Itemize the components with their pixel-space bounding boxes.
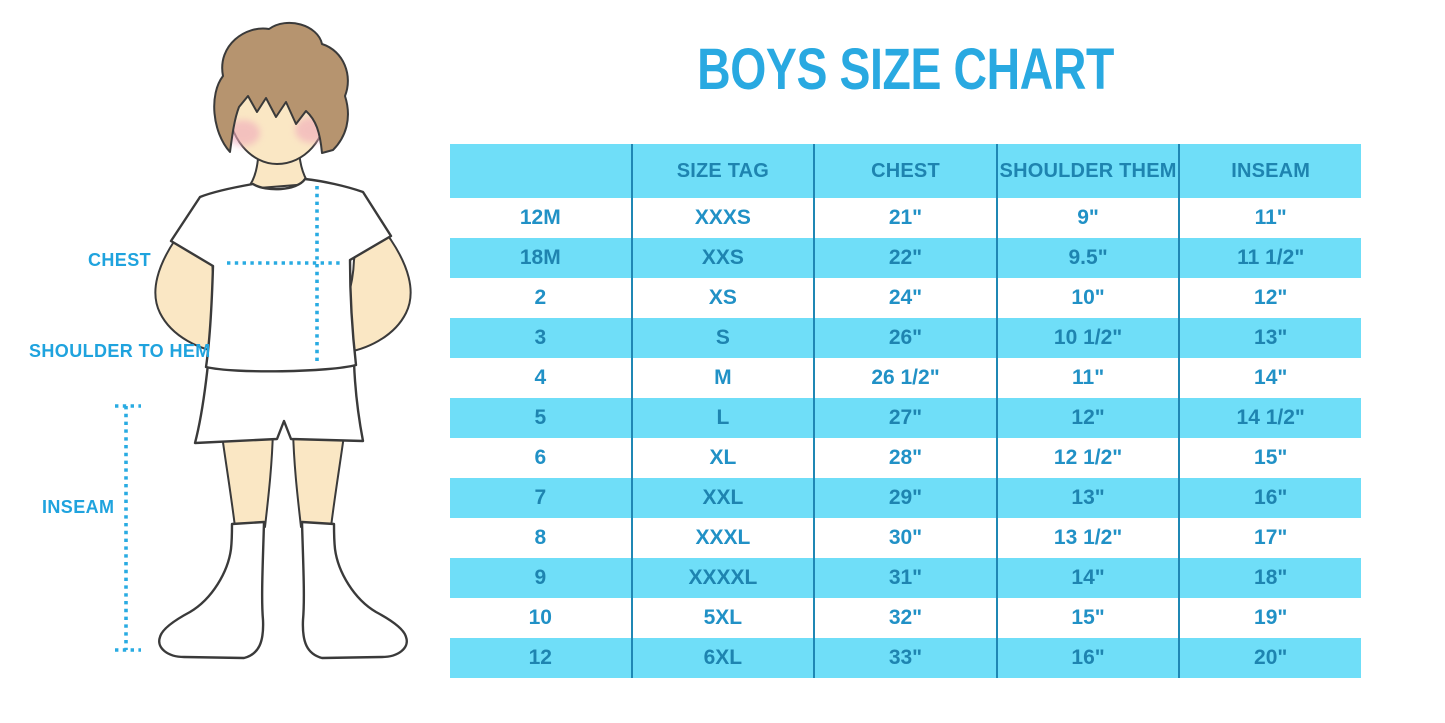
- size-table-cell: 6: [534, 446, 547, 469]
- size-table-cell: 3: [450, 318, 632, 358]
- size-table-row: 4 M 26 1/2" 11" 14": [450, 358, 1361, 398]
- size-table-cell: 32": [813, 598, 997, 638]
- size-table-header-cell: [450, 144, 632, 198]
- size-table-cell: 11": [995, 358, 1180, 398]
- size-table-row: 18M XXS 22" 9.5" 11 1/2": [450, 238, 1361, 278]
- size-table-cell: XXXS: [630, 198, 815, 238]
- size-table-cell: 11 1/2": [1178, 238, 1361, 278]
- size-table-cell: 12M: [519, 206, 561, 229]
- size-table-header-row: SIZE TAG CHEST SHOULDER THEM INSEAM: [450, 144, 1361, 198]
- size-table-cell: 29": [813, 478, 997, 518]
- size-table-row: 7 XXL 29" 13" 16": [450, 478, 1361, 518]
- size-table-cell: 10: [528, 606, 552, 629]
- size-table-body: 12M XXXS 21" 9" 11" 18M XXS 22" 9.5" 11 1/2" 2 XS 24…: [450, 198, 1361, 678]
- size-table-cell: 5: [450, 398, 632, 438]
- size-table-cell: 12 1/2": [995, 438, 1180, 478]
- size-table-cell: S: [630, 318, 815, 358]
- size-table-cell: 18": [1178, 558, 1361, 598]
- size-table-cell: 10 1/2": [995, 318, 1180, 358]
- boy-leg-left: [220, 427, 274, 528]
- size-table-cell: 14": [995, 558, 1180, 598]
- size-table-cell: 9.5": [995, 238, 1180, 278]
- size-table-cell: 19": [1178, 598, 1361, 638]
- size-table-cell: 2: [534, 286, 547, 309]
- size-table-row: 5 L 27" 12" 14 1/2": [450, 398, 1361, 438]
- measurement-lines: [115, 186, 343, 652]
- size-table-cell: 12: [450, 638, 632, 678]
- size-table-row: 3 S 26" 10 1/2" 13": [450, 318, 1361, 358]
- boy-hair: [213, 21, 349, 154]
- size-table-cell: 33": [813, 638, 997, 678]
- size-table-cell: 16": [1178, 478, 1361, 518]
- size-table-cell: 28": [813, 438, 997, 478]
- size-table-row: 6 XL 28" 12 1/2" 15": [450, 438, 1361, 478]
- size-table-cell: 31": [813, 558, 997, 598]
- size-table-header-cell: SIZE TAG: [630, 144, 815, 198]
- boy-sock-right: [300, 520, 408, 660]
- size-table-cell: L: [630, 398, 815, 438]
- size-table-cell: 26": [813, 318, 997, 358]
- size-table-cell: 14": [1178, 358, 1361, 398]
- size-table-cell: 16": [995, 638, 1180, 678]
- size-table-cell: 30": [813, 518, 997, 558]
- size-table-cell: 17": [1178, 518, 1361, 558]
- boy-sock-left: [158, 520, 266, 660]
- size-table: SIZE TAG CHEST SHOULDER THEM INSEAM 12M XXXS…: [450, 144, 1361, 678]
- size-table-cell: M: [630, 358, 815, 398]
- size-table-cell: 9: [450, 558, 632, 598]
- size-table-cell: 22": [813, 238, 997, 278]
- size-table-cell: XXXL: [630, 518, 815, 558]
- size-table-cell: XL: [630, 438, 815, 478]
- size-table-row: 12 6XL 33" 16" 20": [450, 638, 1361, 678]
- size-table-cell: 4: [534, 366, 547, 389]
- page-title: BOYS SIZE CHART: [697, 37, 1114, 102]
- size-table-cell: 15": [1178, 438, 1361, 478]
- size-table-cell: 8: [534, 526, 547, 549]
- size-table-cell: 18M: [450, 238, 632, 278]
- size-table-cell: 14 1/2": [1178, 398, 1361, 438]
- size-table-cell: XXL: [630, 478, 815, 518]
- size-table-cell: 11": [1178, 198, 1361, 238]
- size-table-cell: 13 1/2": [995, 518, 1180, 558]
- boy-shorts: [193, 360, 365, 445]
- shoulder-to-hem-label: SHOULDER TO HEM: [29, 341, 211, 361]
- chest-label: CHEST: [88, 250, 152, 270]
- size-table-row: 2 XS 24" 10" 12": [450, 278, 1361, 318]
- size-table-cell: 12": [1178, 278, 1361, 318]
- size-table-cell: 6XL: [630, 638, 815, 678]
- size-table-cell: 27": [813, 398, 997, 438]
- size-table-header-cell: SHOULDER THEM: [995, 144, 1180, 198]
- size-table-cell: 7: [450, 478, 632, 518]
- size-table-cell: XXS: [630, 238, 815, 278]
- size-table-cell: 26 1/2": [813, 358, 997, 398]
- size-table-row: 9 XXXXL 31" 14" 18": [450, 558, 1361, 598]
- size-table-cell: 13": [995, 478, 1180, 518]
- inseam-label: INSEAM: [42, 497, 115, 517]
- size-guide-figure: CHEST SHOULDER TO HEM INSEAM: [0, 0, 450, 723]
- size-table-cell: 13": [1178, 318, 1361, 358]
- size-table-header-cell: CHEST: [813, 144, 997, 198]
- boy-illustration: [115, 21, 412, 660]
- size-table-cell: 10": [995, 278, 1180, 318]
- size-table-row: 10 5XL 32" 15" 19": [450, 598, 1361, 638]
- size-table-cell: 21": [813, 198, 997, 238]
- size-table-cell: 20": [1178, 638, 1361, 678]
- size-table-cell: 15": [995, 598, 1180, 638]
- size-table-row: 8 XXXL 30" 13 1/2" 17": [450, 518, 1361, 558]
- size-table-cell: XXXXL: [630, 558, 815, 598]
- boy-shirt: [169, 177, 393, 373]
- size-table-cell: 12": [995, 398, 1180, 438]
- size-table-cell: 5XL: [630, 598, 815, 638]
- size-table-cell: 9": [995, 198, 1180, 238]
- size-table-cell: XS: [630, 278, 815, 318]
- size-table-cell: 24": [813, 278, 997, 318]
- size-table-row: 12M XXXS 21" 9" 11": [450, 198, 1361, 238]
- size-table-header-cell: INSEAM: [1178, 144, 1361, 198]
- boy-leg-right: [292, 427, 346, 528]
